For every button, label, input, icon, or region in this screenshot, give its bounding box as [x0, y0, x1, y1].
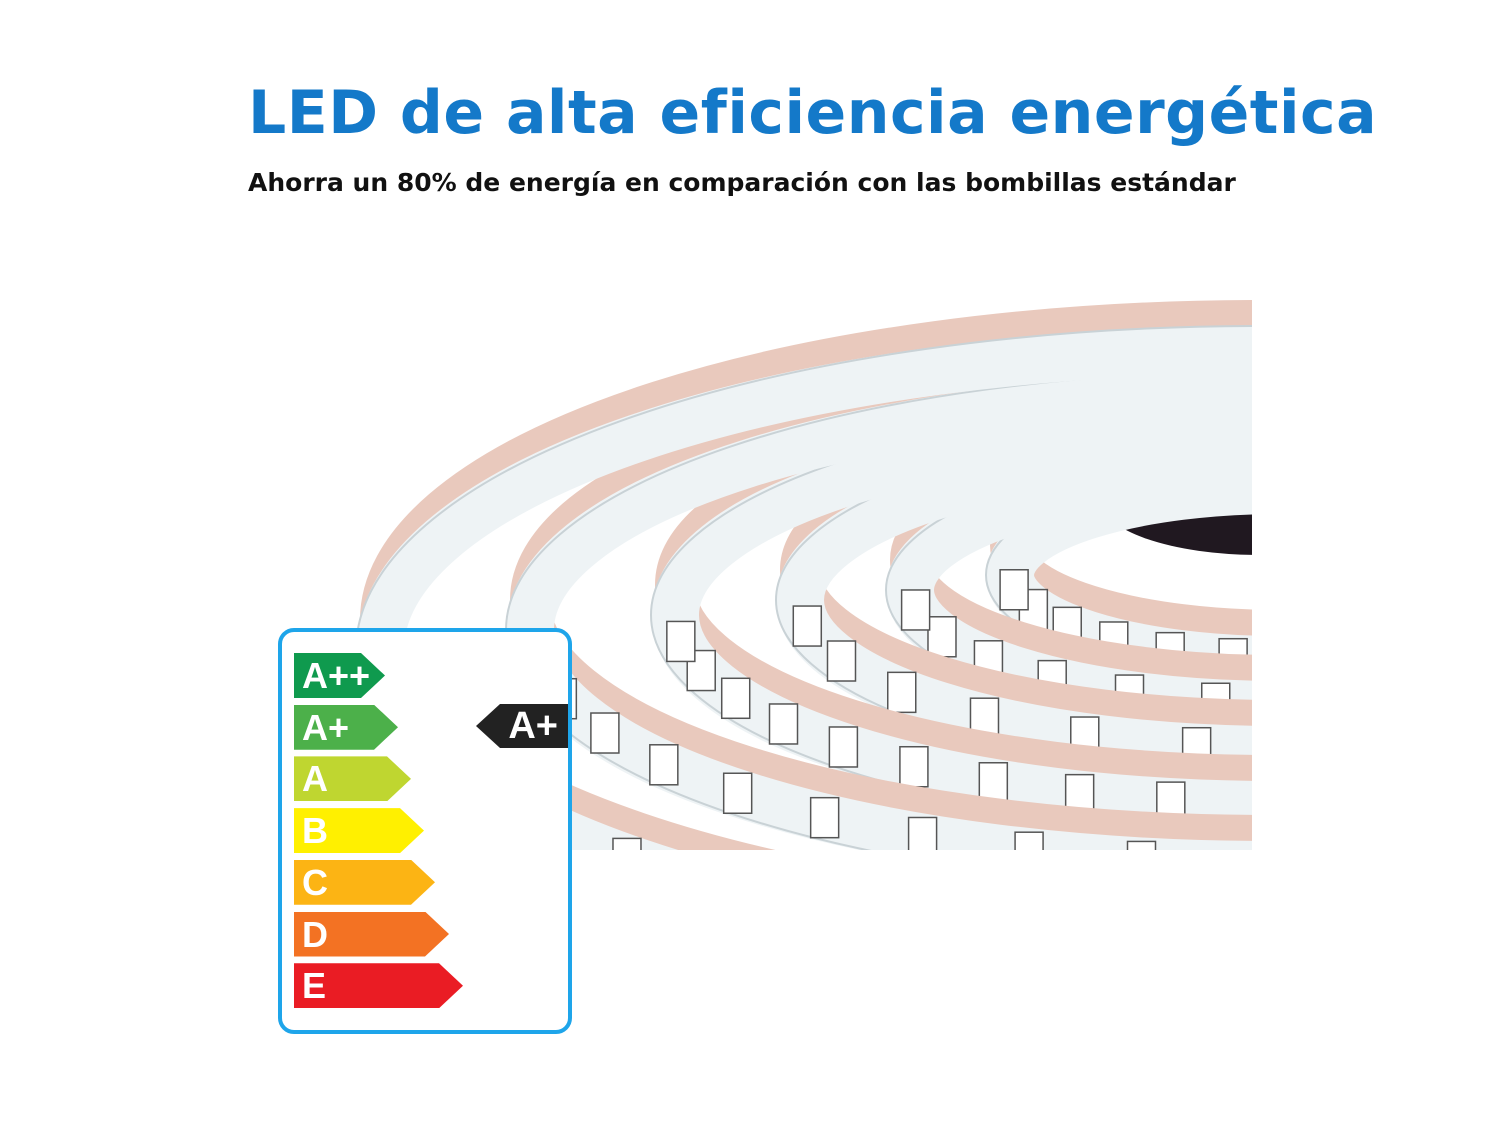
strip-edge	[650, 400, 1252, 830]
energy-class-e: E	[294, 963, 463, 1008]
led-chip	[960, 914, 988, 954]
led-chip	[907, 816, 938, 850]
led-chip	[722, 772, 753, 814]
page-subtitle: Ahorra un 80% de energía en comparación …	[248, 168, 1236, 197]
strip-coil	[776, 426, 1252, 774]
strip-coil	[651, 401, 1252, 829]
led-chip	[612, 837, 642, 850]
energy-label: A++ A+ A B C D E A+	[278, 628, 572, 1034]
led-chip	[887, 671, 917, 714]
led-chip	[999, 569, 1029, 611]
led-chip	[900, 589, 931, 631]
energy-class-a: A	[294, 756, 411, 801]
led-chip	[1014, 831, 1044, 850]
led-chip	[809, 796, 840, 839]
led-chip	[828, 726, 859, 768]
energy-class-d: D	[294, 912, 449, 957]
energy-class-c: C	[294, 860, 435, 905]
led-chip	[768, 703, 799, 745]
energy-class-b: B	[294, 808, 424, 853]
page-title: LED de alta eficiencia energética	[248, 78, 1378, 148]
led-chip	[1093, 925, 1121, 965]
led-chip	[590, 712, 620, 754]
strip-edge	[985, 465, 1252, 685]
led-chip	[792, 605, 823, 647]
led-chip	[833, 895, 861, 935]
energy-rating-indicator: A+	[476, 704, 568, 748]
energy-class-aplus: A+	[294, 705, 398, 750]
led-chip	[1126, 840, 1157, 850]
led-chip	[927, 616, 957, 658]
led-chip	[899, 745, 929, 788]
led-chip	[666, 620, 696, 663]
led-chip	[720, 677, 751, 720]
led-chip	[716, 870, 744, 910]
energy-class-aplusplus: A++	[294, 653, 385, 698]
led-chip	[826, 640, 857, 682]
strip-edge	[885, 450, 1252, 730]
strip-edge	[775, 425, 1252, 775]
led-chip	[649, 744, 679, 786]
led-chip	[978, 762, 1009, 804]
